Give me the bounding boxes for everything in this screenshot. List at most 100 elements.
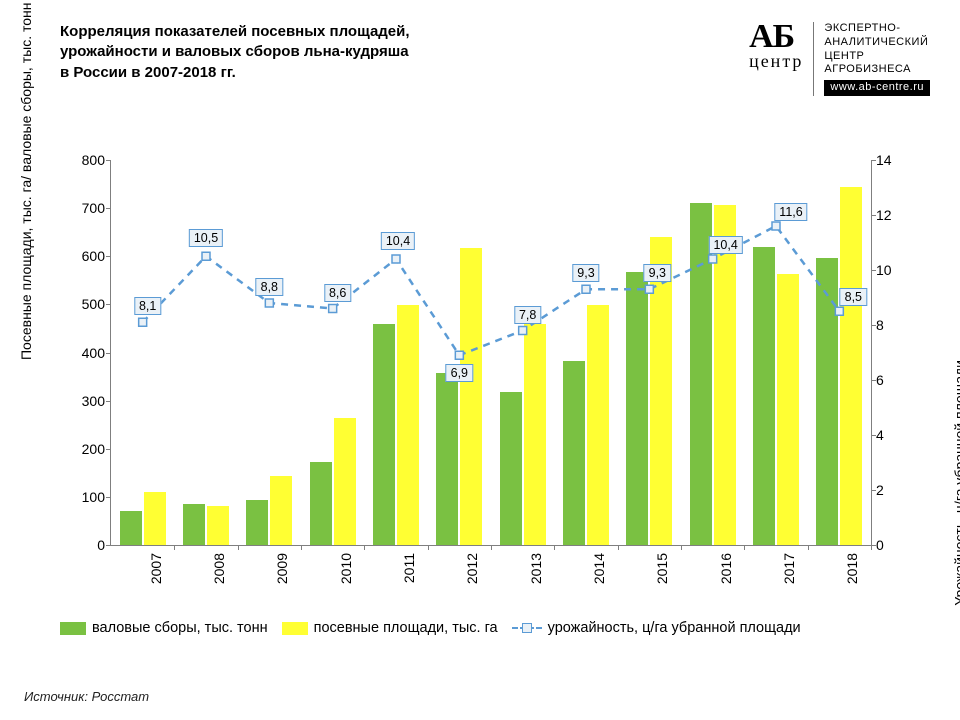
x-tickmark [554,545,555,550]
y1-tick: 200 [82,441,105,457]
y2-tick: 8 [876,317,884,333]
y2-tick: 6 [876,372,884,388]
y1-tickmark [106,160,111,161]
legend-item: посевные площади, тыс. га [282,620,498,636]
y1-tick: 500 [82,296,105,312]
logo-line2: АНАЛИТИЧЕСКИЙ [824,36,930,50]
yield-marker [582,285,590,293]
x-axis-labels: 2007200820092010201120122013201420152016… [110,553,870,613]
x-tickmark [618,545,619,550]
yield-marker [709,255,717,263]
page-root: Корреляция показателей посевных площадей… [0,0,960,720]
y2-tick: 10 [876,262,892,278]
chart-legend: валовые сборы, тыс. тонн посевные площади… [60,620,930,636]
x-axis-label: 2012 [464,553,480,584]
x-tickmark [174,545,175,550]
yield-marker [519,327,527,335]
y1-tick: 400 [82,345,105,361]
yield-marker [265,299,273,307]
yield-marker [392,255,400,263]
y2-ticks: 02468101214 [876,160,904,545]
x-axis-label: 2011 [401,553,417,583]
y1-tick: 800 [82,152,105,168]
y2-tickmark [871,435,876,436]
header: Корреляция показателей посевных площадей… [60,22,930,112]
yield-data-label: 8,1 [134,297,161,315]
y1-tickmark [106,208,111,209]
y2-tickmark [871,270,876,271]
yield-data-label: 8,6 [324,284,351,302]
y1-tick: 0 [97,537,105,553]
y1-tickmark [106,497,111,498]
logo-line4: АГРОБИЗНЕСА [824,63,930,77]
y1-tickmark [106,353,111,354]
y1-tickmark [106,545,111,546]
y1-tick: 700 [82,200,105,216]
x-tickmark [428,545,429,550]
y2-tick: 0 [876,537,884,553]
source-text: Источник: Росстат [24,689,149,704]
chart-title: Корреляция показателей посевных площадей… [60,22,540,83]
y1-axis-label: Посевные площади, тыс. га/ валовые сборы… [18,3,34,360]
y2-tickmark [871,160,876,161]
y1-tickmark [106,449,111,450]
yield-data-label: 7,8 [514,306,541,324]
x-tickmark [808,545,809,550]
x-axis-label: 2007 [148,553,164,584]
logo-line3: ЦЕНТР [824,50,930,64]
x-tickmark [871,545,872,550]
x-tickmark [364,545,365,550]
logo-subtitle: ЭКСПЕРТНО- АНАЛИТИЧЕСКИЙ ЦЕНТР АГРОБИЗНЕ… [813,22,930,96]
legend-item: урожайность, ц/га убранной площади [512,620,801,636]
x-axis-label: 2016 [718,553,734,584]
yield-data-label: 6,9 [446,364,473,382]
logo-ab: АБ центр [749,22,803,72]
yield-data-label: 9,3 [644,264,671,282]
x-tickmark [491,545,492,550]
y1-tick: 300 [82,393,105,409]
yield-marker [329,305,337,313]
y1-tick: 600 [82,248,105,264]
yield-data-label: 11,6 [774,203,807,221]
yield-data-label: 9,3 [572,264,599,282]
y2-tick: 4 [876,427,884,443]
logo-url: www.ab-centre.ru [824,80,930,96]
y1-tickmark [106,304,111,305]
legend-item: валовые сборы, тыс. тонн [60,620,268,636]
y2-tickmark [871,215,876,216]
y2-axis-label: Урожайность, ц/га убранной площади [952,360,960,606]
x-axis-label: 2014 [591,553,607,584]
x-tickmark [301,545,302,550]
legend-swatch [60,622,86,635]
yield-marker [772,222,780,230]
logo-line1: ЭКСПЕРТНО- [824,22,930,36]
y1-tickmark [106,256,111,257]
legend-label: валовые сборы, тыс. тонн [92,620,268,636]
line-layer [111,160,871,545]
yield-marker [455,351,463,359]
chart-plot-area: 8,110,58,88,610,46,97,89,39,310,411,68,5 [110,160,872,546]
y2-tick: 12 [876,207,892,223]
y1-ticks: 0100200300400500600700800 [60,160,105,545]
x-axis-label: 2013 [528,553,544,584]
legend-label: урожайность, ц/га убранной площади [548,620,801,636]
x-tickmark [681,545,682,550]
y2-tick: 2 [876,482,884,498]
yield-data-label: 10,4 [381,232,415,250]
x-tickmark [238,545,239,550]
legend-swatch [282,622,308,635]
y1-tick: 100 [82,489,105,505]
x-axis-label: 2009 [274,553,290,584]
yield-marker [645,285,653,293]
legend-swatch-line [512,621,542,635]
yield-data-label: 10,4 [708,236,742,254]
yield-data-label: 10,5 [189,229,223,247]
yield-marker [139,318,147,326]
logo-ab-text: АБ [749,22,803,53]
x-axis-label: 2015 [654,553,670,584]
y2-tick: 14 [876,152,892,168]
y2-tickmark [871,380,876,381]
x-axis-label: 2010 [338,553,354,584]
logo-block: АБ центр ЭКСПЕРТНО- АНАЛИТИЧЕСКИЙ ЦЕНТР … [749,22,930,96]
yield-marker [202,252,210,260]
